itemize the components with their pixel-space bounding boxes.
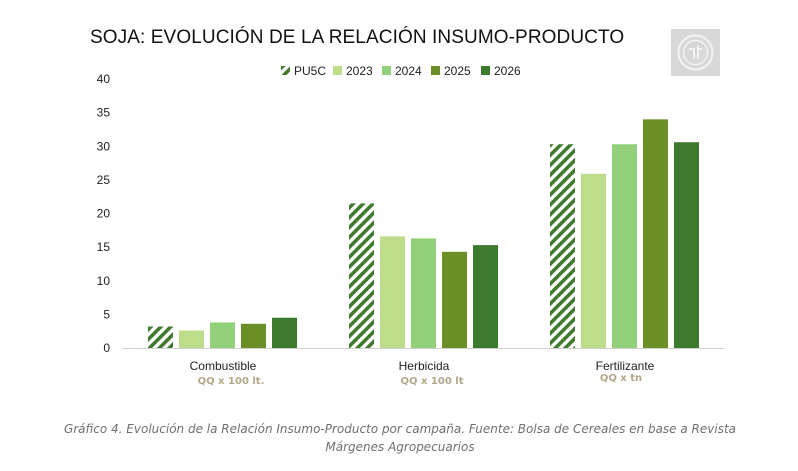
y-tick-label: 15	[97, 240, 111, 254]
bar-2023-combustible	[179, 330, 204, 348]
bar-pu5c-fertilizante	[550, 144, 575, 348]
y-tick-label: 20	[97, 207, 111, 221]
x-unit-label: QQ x tn	[600, 373, 642, 384]
bar-2025-herbicida	[442, 251, 467, 348]
y-tick-label: 30	[97, 139, 111, 153]
bar-2023-herbicida	[380, 236, 405, 348]
legend: PU5C 2023 2024 2025 2026	[281, 64, 521, 78]
y-tick-label: 5	[103, 307, 110, 321]
legend-swatch-2025	[431, 66, 440, 75]
legend-label-pu5c: PU5C	[294, 64, 326, 78]
bar-pu5c-herbicida	[349, 203, 374, 348]
x-unit-label: QQ x 100 lt	[401, 376, 464, 387]
bar-2024-fertilizante	[612, 144, 637, 348]
y-axis: 0 5 10 15 20 25 30 35 40	[97, 72, 111, 355]
bar-2025-fertilizante	[643, 119, 668, 348]
seal-logo-icon	[671, 29, 720, 76]
legend-swatch-pu5c	[281, 66, 290, 75]
x-tick-label: Combustible	[190, 359, 257, 373]
legend-label-2026: 2026	[494, 64, 521, 78]
legend-label-2023: 2023	[346, 64, 373, 78]
x-unit-label: QQ x 100 lt.	[198, 376, 265, 387]
y-tick-label: 40	[97, 72, 111, 86]
bars	[148, 119, 699, 348]
bar-2026-fertilizante	[674, 142, 699, 348]
legend-swatch-2026	[481, 66, 490, 75]
legend-swatch-2023	[333, 66, 342, 75]
bar-2023-fertilizante	[581, 173, 606, 348]
bar-2026-herbicida	[473, 245, 498, 348]
x-tick-label: Herbicida	[399, 359, 450, 373]
bar-pu5c-combustible	[148, 326, 173, 348]
legend-swatch-2024	[382, 66, 391, 75]
legend-label-2024: 2024	[395, 64, 422, 78]
chart-title: SOJA: EVOLUCIÓN DE LA RELACIÓN INSUMO-PR…	[90, 27, 625, 48]
y-tick-label: 10	[97, 274, 111, 288]
bar-2024-combustible	[210, 322, 235, 348]
y-tick-label: 0	[103, 341, 110, 355]
y-tick-label: 25	[97, 173, 111, 187]
x-tick-label: Fertilizante	[596, 359, 655, 373]
x-axis-labels: Combustible QQ x 100 lt. Herbicida QQ x 100…	[190, 359, 655, 387]
bar-2025-combustible	[241, 323, 266, 348]
bar-2024-herbicida	[411, 238, 436, 348]
figure-caption: Gráfico 4. Evolución de la Relación Insu…	[63, 422, 737, 454]
legend-label-2025: 2025	[444, 64, 471, 78]
bar-2026-combustible	[272, 317, 297, 348]
y-tick-label: 35	[97, 106, 111, 120]
